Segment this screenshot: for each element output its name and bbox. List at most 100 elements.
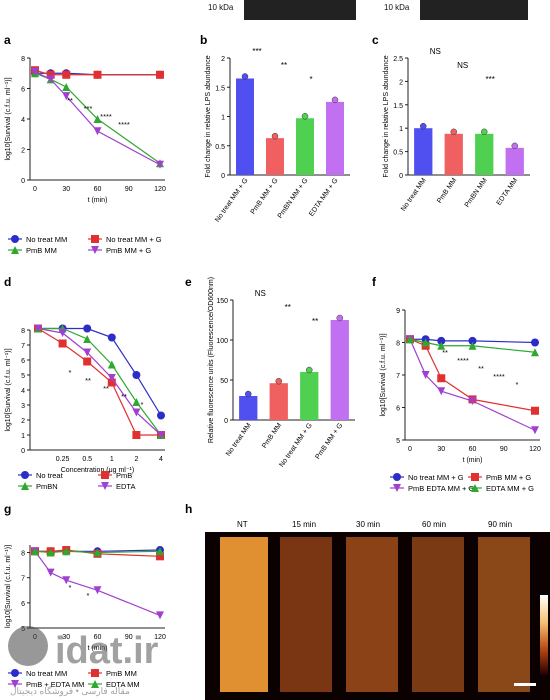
x-axis-label-g: t (min) <box>88 645 108 652</box>
bar-e-3 <box>330 320 349 420</box>
x-tick-label-g: 120 <box>154 634 166 641</box>
panel-letter-a: a <box>4 33 11 47</box>
data-point-f <box>468 341 477 350</box>
significance-f: **** <box>493 372 505 381</box>
data-point-f <box>468 336 477 345</box>
x-tick-label-a: 120 <box>154 186 166 193</box>
bar-point-e-3 <box>336 314 343 322</box>
chart-b: 0 0.5 1 1.5 2 Fold change in relative LPS abu… <box>205 47 350 224</box>
significance-d: ** <box>85 376 91 385</box>
data-point-f <box>421 371 430 379</box>
x-axis-label-a: t (min) <box>88 197 108 204</box>
legend-label-g: EDTA MM <box>106 680 140 689</box>
data-point-f <box>468 397 477 405</box>
panel-letter-d: d <box>4 275 11 289</box>
x-tick-label-f: 120 <box>529 446 541 453</box>
significance-a: ** <box>67 96 73 105</box>
y-tick-label-d: 3 <box>21 403 25 410</box>
bar-point-b-1 <box>271 132 279 140</box>
legend-marker-d <box>21 471 29 479</box>
x-tick-label-d: 0.25 <box>56 456 70 463</box>
panel-letter-h: h <box>185 502 192 516</box>
legend-label-f: EDTA MM + G <box>486 484 534 493</box>
bar-point-b-2 <box>301 113 309 120</box>
legend-label-a: PmB MM + G <box>106 246 151 255</box>
legend-marker-g <box>91 669 99 677</box>
x-tick-label-a: 90 <box>125 186 133 193</box>
y-tick-label-g: 6 <box>21 601 25 608</box>
legend-label-g: PmB MM <box>106 669 137 678</box>
bar-category-label-e: No treat MM <box>225 422 253 458</box>
y-tick-label-d: 2 <box>21 418 25 425</box>
bar-c-1 <box>444 133 463 175</box>
y-tick-label-d: 8 <box>21 328 25 335</box>
data-point-d <box>132 408 141 417</box>
data-point-g <box>156 547 164 556</box>
y-tick-label-a: 4 <box>21 117 25 124</box>
data-point-f <box>437 341 446 350</box>
significance-e: ** <box>285 303 291 312</box>
data-point-f <box>531 338 539 347</box>
legend-marker-g <box>11 669 19 677</box>
significance-d: * <box>141 400 144 409</box>
colorbar <box>540 595 548 675</box>
y-tick-label-e: 150 <box>216 298 228 305</box>
data-point-d <box>132 431 141 439</box>
legend-label-f: PmB EDTA MM + G <box>408 484 474 493</box>
y-tick-label-b: 1 <box>221 115 225 122</box>
data-point-f <box>437 336 446 345</box>
chart-d: 0 1 2 3 4 5 6 7 8 log10[Survival (c.f.u. ml⁻¹)] 0.… <box>5 324 165 491</box>
significance-e: NS <box>255 289 266 298</box>
data-point-g <box>62 576 71 585</box>
y-tick-label-d: 1 <box>21 433 25 440</box>
significance-f: * <box>516 380 519 389</box>
y-tick-label-f: 5 <box>396 438 400 445</box>
bar-point-c-0 <box>420 122 427 130</box>
legend-label-d: PmBN <box>36 482 58 491</box>
legend-marker-d <box>101 471 109 479</box>
significance-d: ** <box>121 392 127 401</box>
series-line-d-1 <box>37 327 161 436</box>
data-point-d <box>58 339 67 348</box>
significance-g: * <box>87 591 90 600</box>
data-point-d <box>107 333 116 342</box>
blot-image-left <box>244 0 356 20</box>
y-tick-label-a: 0 <box>21 178 25 185</box>
data-point-f <box>531 348 539 357</box>
data-point-g <box>156 552 164 561</box>
bar-category-label-b: EDTA MM + G <box>308 177 339 218</box>
legend-marker-f <box>393 473 401 481</box>
bar-point-b-0 <box>241 73 249 80</box>
data-point-g <box>46 548 55 557</box>
microscopy-90min <box>478 537 530 692</box>
bar-b-1 <box>266 138 284 175</box>
h-label-90: 90 min <box>488 520 512 529</box>
y-tick-label-f: 9 <box>396 308 400 315</box>
legend-label-g: PmB + EDTA MM <box>26 680 84 689</box>
y-tick-label-b: 2 <box>221 56 225 63</box>
legend-label-d: PmB <box>116 471 132 480</box>
data-point-d <box>157 411 165 420</box>
microscopy-15min <box>280 537 332 692</box>
y-tick-label-d: 6 <box>21 358 25 365</box>
panel-letter-c: c <box>372 33 379 47</box>
y-tick-label-e: 50 <box>220 378 228 385</box>
watermark-text: idat.ir <box>55 630 159 672</box>
significance-c: NS <box>457 61 468 70</box>
legend-marker-a <box>91 246 99 254</box>
data-point-d <box>157 431 165 439</box>
x-tick-label-a: 0 <box>33 186 37 193</box>
bar-point-e-1 <box>275 377 282 385</box>
x-tick-label-d: 1 <box>110 456 114 463</box>
x-tick-label-f: 0 <box>408 446 412 453</box>
y-tick-label-c: 0.5 <box>393 150 403 157</box>
series-line-d-3 <box>37 327 162 436</box>
significance-b: * <box>309 75 312 84</box>
data-point-d <box>83 348 92 357</box>
y-axis-label-c: Fold change in relative LPS abundance <box>383 55 390 177</box>
x-tick-label-d: 0.5 <box>82 456 92 463</box>
series-line-d-2 <box>38 327 162 436</box>
legend-marker-a <box>11 246 19 254</box>
legend-label-f: No treat MM + G <box>408 473 464 482</box>
significance-d: * <box>69 368 72 377</box>
